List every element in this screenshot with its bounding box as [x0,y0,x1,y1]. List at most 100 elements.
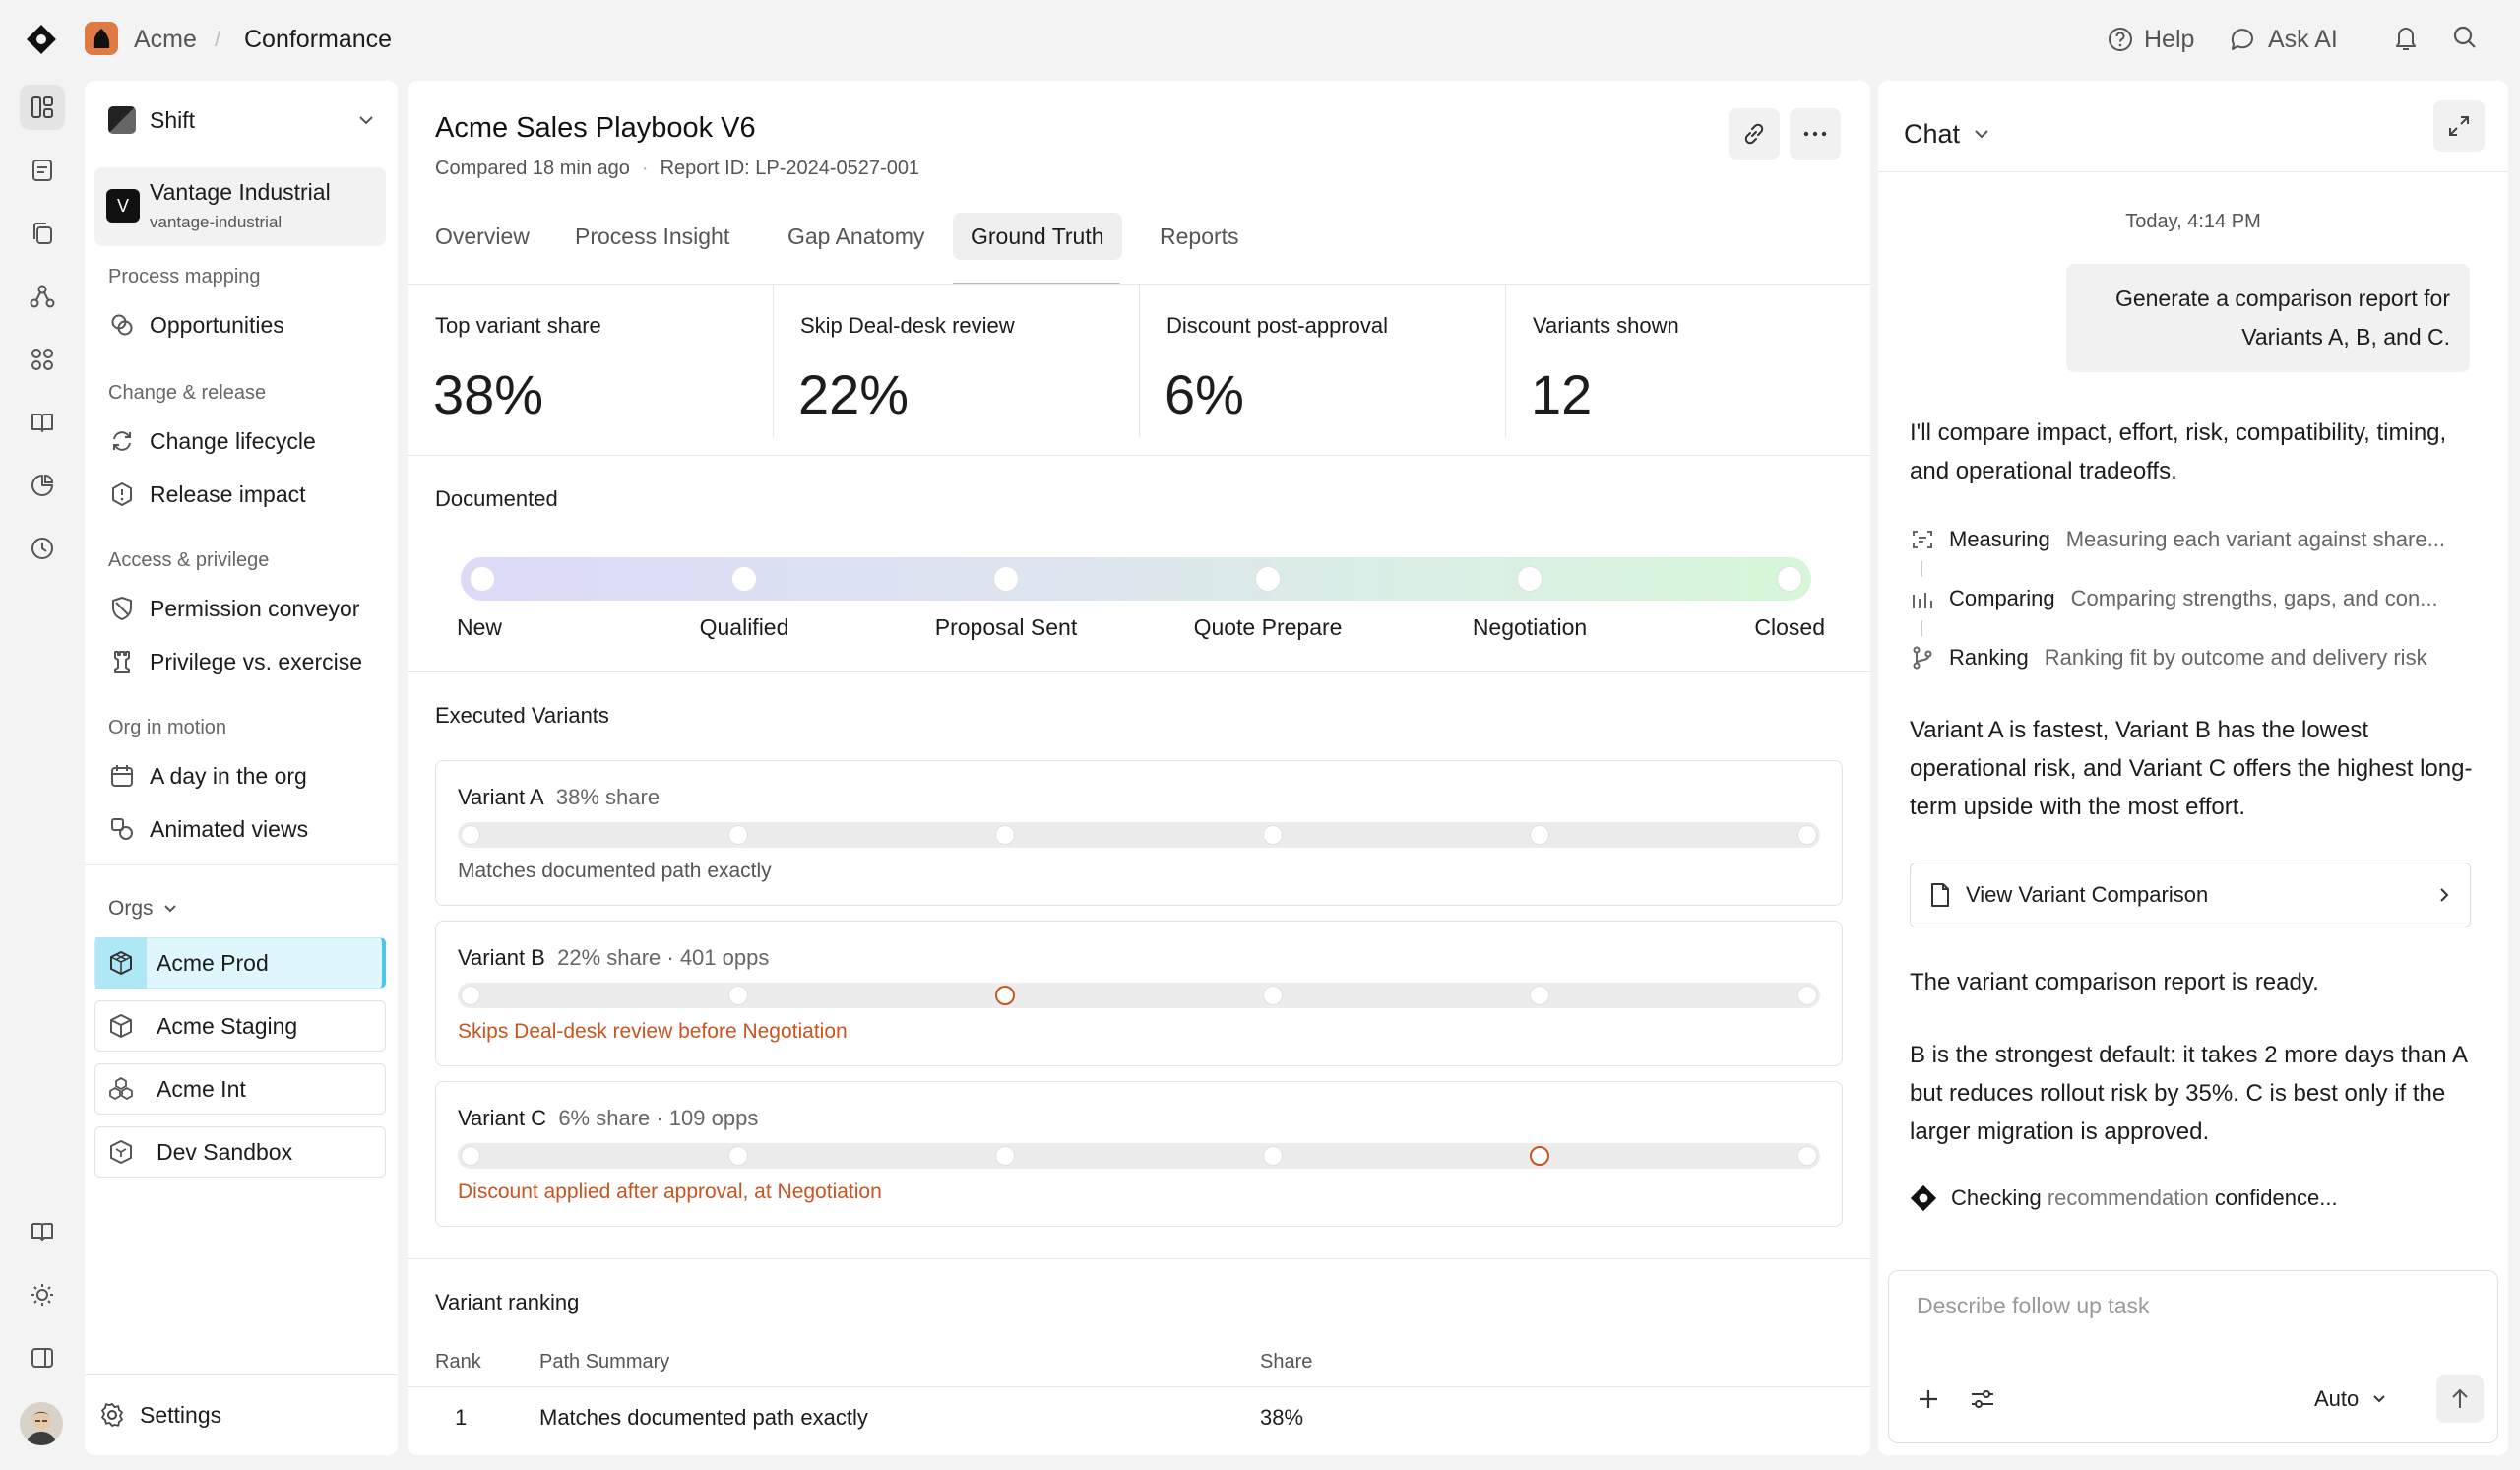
report-id: Report ID: LP-2024-0527-001 [660,158,920,179]
tab-process-insight[interactable]: Process Insight [575,223,730,249]
sidebar-item-label: A day in the org [150,762,307,789]
rail-graph-icon[interactable] [20,274,65,319]
variant-card-b[interactable]: Variant B 22% share · 401 opps Skips Dea… [435,921,1843,1066]
rail-docs-icon[interactable] [20,1209,65,1254]
meta-separator: · [641,158,649,179]
add-attachment-icon[interactable] [1917,1387,1940,1411]
rail-pie-chart-icon[interactable] [20,463,65,508]
variant-stage-dot [461,1146,480,1166]
variant-card-c[interactable]: Variant C 6% share · 109 opps Discount a… [435,1081,1843,1227]
documented-stage-dot [1778,567,1801,591]
org-acme-staging[interactable]: Acme Staging [94,1000,386,1052]
sliders-icon[interactable] [1970,1387,1995,1411]
sidebar-item-permission-conveyor[interactable]: Permission conveyor [108,587,376,630]
sidebar-item-day-in-org[interactable]: A day in the org [108,754,376,798]
step-measuring: Measuring Measuring each variant against… [1910,522,2445,557]
sidebar-item-release-impact[interactable]: Release impact [108,473,376,516]
variant-stage-dot [1797,986,1817,1005]
main-panel: Acme Sales Playbook V6 Compared 18 min a… [408,81,1870,1455]
documented-stage-dot [994,567,1018,591]
variant-stage-dot [1262,1146,1283,1166]
app-logo-icon [1910,1184,1937,1212]
variant-stage-dot [995,1146,1016,1166]
variant-title: Variant A 38% share [458,785,660,810]
variant-meta: 22% share · 401 opps [557,945,770,970]
documented-path-track [461,557,1811,601]
rail-history-icon[interactable] [20,526,65,571]
stage-label: Negotiation [1472,614,1588,640]
orgs-toggle[interactable]: Orgs [108,894,179,924]
documented-stage-dot [1256,567,1280,591]
view-variant-comparison-card[interactable]: View Variant Comparison [1910,863,2471,927]
rail-panel-toggle-icon[interactable] [20,1335,65,1380]
account-slug: vantage-industrial [150,213,283,231]
workspace-switcher[interactable]: Shift [108,98,384,142]
tab-gap-anatomy[interactable]: Gap Anatomy [788,223,925,249]
sidebar-item-privilege-vs-exercise[interactable]: Privilege vs. exercise [108,640,376,683]
tab-ground-truth[interactable]: Ground Truth [953,213,1122,260]
rail-dashboard-icon[interactable] [20,85,65,130]
tab-overview[interactable]: Overview [435,223,530,249]
help-button[interactable]: Help [2107,0,2194,79]
notifications-bell-icon[interactable] [2392,24,2420,53]
account-card[interactable]: V Vantage Industrial vantage-industrial [94,167,386,246]
ask-ai-icon [2229,26,2258,53]
user-avatar[interactable] [20,1402,63,1445]
variant-stage-dot [1262,986,1283,1005]
rail-apps-icon[interactable] [20,337,65,382]
tab-reports[interactable]: Reports [1160,223,1239,249]
org-dev-sandbox[interactable]: Dev Sandbox [94,1126,386,1178]
chevron-down-icon [1972,124,1991,144]
variant-path-track [458,983,1820,1008]
org-label: Acme Int [157,1075,246,1102]
variant-name: Variant B [458,945,545,970]
divider [1505,284,1506,437]
chat-title-dropdown[interactable]: Chat [1904,114,1991,154]
org-acme-prod[interactable]: Acme Prod [94,937,386,989]
status-text-suffix: confidence... [2208,1185,2338,1210]
rail-document-icon[interactable] [20,148,65,193]
org-label: Acme Prod [157,949,269,976]
stage-label: New [457,614,503,640]
mode-select[interactable]: Auto [2314,1383,2388,1415]
sidebar-item-opportunities[interactable]: Opportunities [108,303,376,347]
kpi-label: Skip Deal-desk review [800,313,1015,338]
ask-ai-label: Ask AI [2268,25,2338,53]
variant-meta: 6% share · 109 opps [558,1106,759,1130]
send-button[interactable] [2436,1375,2484,1423]
table-header-path-summary: Path Summary [539,1351,670,1373]
table-cell-rank: 1 [455,1405,468,1430]
variant-card-a[interactable]: Variant A 38% share Matches documented p… [435,760,1843,906]
variant-path-track [458,1143,1820,1169]
org-avatar-icon[interactable] [85,22,118,55]
expand-chat-button[interactable] [2433,100,2485,152]
breadcrumb-org[interactable]: Acme [134,25,197,53]
settings-button[interactable]: Settings [98,1390,221,1439]
user-message-bubble: Generate a comparison report for Variant… [2066,264,2470,372]
step-detail: Ranking fit by outcome and delivery risk [2044,645,2427,670]
sidebar-item-change-lifecycle[interactable]: Change lifecycle [108,419,376,463]
copy-link-button[interactable] [1729,108,1780,160]
documented-stage-dot [471,567,494,591]
step-label: Ranking [1949,645,2029,670]
ellipsis-icon [1802,130,1828,138]
sidebar-item-label: Animated views [150,815,309,842]
org-acme-int[interactable]: Acme Int [94,1063,386,1115]
more-options-button[interactable] [1790,108,1841,160]
divider [85,864,398,865]
rail-theme-sun-icon[interactable] [20,1272,65,1317]
ask-ai-button[interactable]: Ask AI [2229,0,2338,79]
app-logo-icon[interactable] [26,24,57,55]
variant-stage-dot [461,986,480,1005]
shield-icon [108,595,136,622]
chat-input[interactable]: Describe follow up task [1917,1293,2150,1318]
chevron-down-icon [2370,1390,2388,1408]
rail-book-icon[interactable] [20,400,65,445]
rail-copy-icon[interactable] [20,211,65,256]
sidebar-item-animated-views[interactable]: Animated views [108,807,376,851]
breadcrumb-page: Conformance [244,25,393,53]
variant-stage-dot [727,825,748,845]
section-change-release: Change & release [108,382,267,404]
table-row[interactable]: 1 Matches documented path exactly 38% [408,1387,1870,1448]
search-icon[interactable] [2451,24,2479,51]
